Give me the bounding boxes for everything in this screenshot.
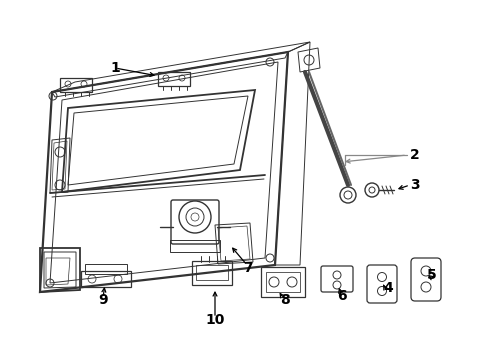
Text: 8: 8 [280, 293, 289, 307]
Text: 1: 1 [110, 61, 120, 75]
Text: 9: 9 [98, 293, 107, 307]
Text: 3: 3 [409, 178, 419, 192]
Text: 6: 6 [337, 289, 346, 303]
Text: 4: 4 [382, 281, 392, 295]
Text: 10: 10 [205, 313, 224, 327]
Text: 7: 7 [243, 261, 252, 275]
Text: 2: 2 [409, 148, 419, 162]
Text: 5: 5 [426, 268, 436, 282]
